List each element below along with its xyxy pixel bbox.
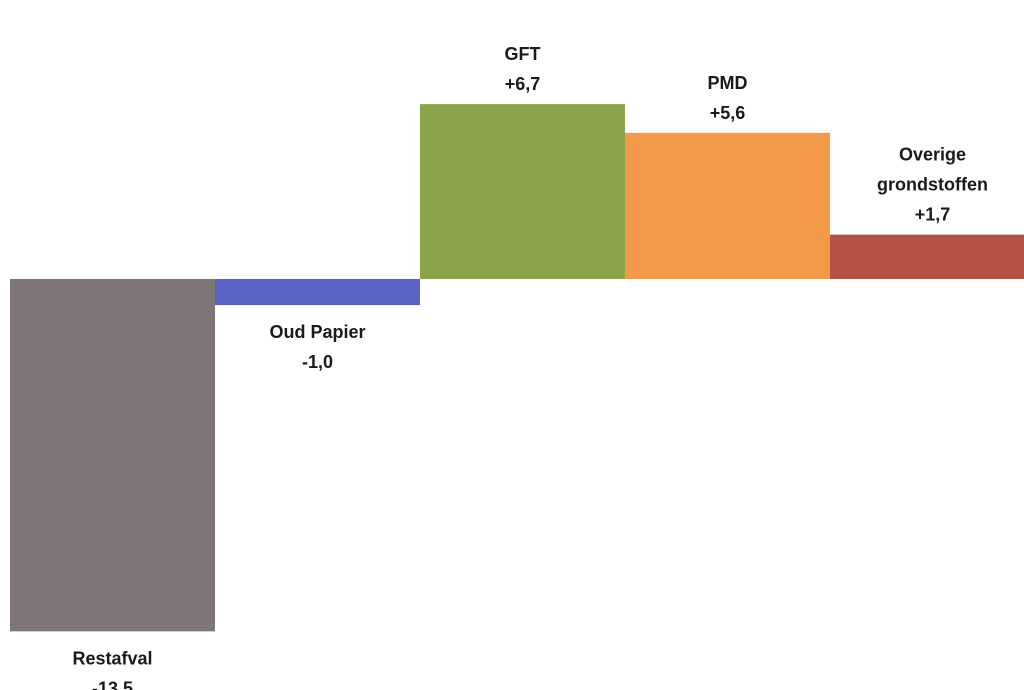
category-label-overige-grondstoffen-line-1: Overige [899,145,966,165]
bar-oud-papier [215,279,420,306]
value-label-restafval: -13,5 [92,678,133,690]
value-label-pmd: +5,6 [710,103,746,123]
category-label-gft: GFT [505,44,541,64]
category-label-restafval: Restafval [72,648,152,668]
bar-restafval [10,279,215,632]
bar-pmd [625,132,830,279]
value-label-overige-grondstoffen: +1,7 [915,205,951,225]
bars-group [10,104,1024,632]
bar-overige-grondstoffen [830,234,1024,279]
value-label-gft: +6,7 [505,74,541,94]
bar-gft [420,104,625,279]
labels-group: Restafval -13,5 Oud Papier -1,0 GFT +6,7 PMD +5… [72,44,988,690]
category-label-overige-grondstoffen-line-2: grondstoffen [877,175,988,195]
category-label-oud-papier: Oud Papier [269,322,365,342]
value-label-oud-papier: -1,0 [302,352,333,372]
category-label-pmd: PMD [708,73,748,93]
